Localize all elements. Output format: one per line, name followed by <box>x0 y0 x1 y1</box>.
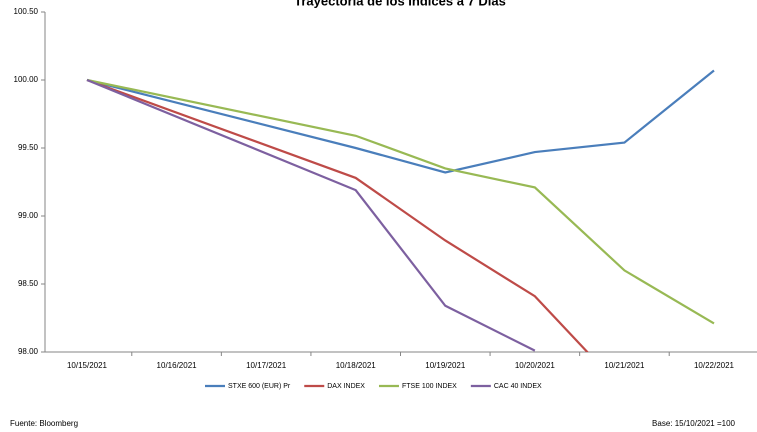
y-tick-label: 100.00 <box>14 75 39 84</box>
x-tick-label: 10/19/2021 <box>425 361 466 370</box>
x-tick-label: 10/15/2021 <box>67 361 108 370</box>
series-line <box>86 69 715 174</box>
series-line <box>86 78 715 325</box>
legend-label: STXE 600 (EUR) Pr <box>228 383 291 390</box>
legend-label: CAC 40 INDEX <box>494 383 542 390</box>
x-tick-label: 10/22/2021 <box>694 361 735 370</box>
source: Fuente: Bloomberg <box>10 419 78 428</box>
series-line <box>86 78 589 352</box>
y-tick-label: 99.00 <box>18 211 39 220</box>
y-tick-label: 98.00 <box>18 347 39 356</box>
x-tick-label: 10/16/2021 <box>157 361 198 370</box>
plot-area <box>86 69 715 352</box>
y-tick-label: 99.50 <box>18 143 39 152</box>
x-tick-label: 10/18/2021 <box>336 361 377 370</box>
series-line <box>86 78 536 352</box>
legend-label: DAX INDEX <box>327 383 365 390</box>
y-tick-label: 100.50 <box>14 7 39 16</box>
note: Base: 15/10/2021 =100 <box>652 419 736 428</box>
legend-label: FTSE 100 INDEX <box>402 383 457 390</box>
y-tick-label: 98.50 <box>18 279 39 288</box>
chart-title: Trayectoria de los Índices a 7 Días <box>294 0 506 8</box>
x-tick-label: 10/17/2021 <box>246 361 287 370</box>
x-tick-label: 10/20/2021 <box>515 361 556 370</box>
x-tick-label: 10/21/2021 <box>604 361 645 370</box>
